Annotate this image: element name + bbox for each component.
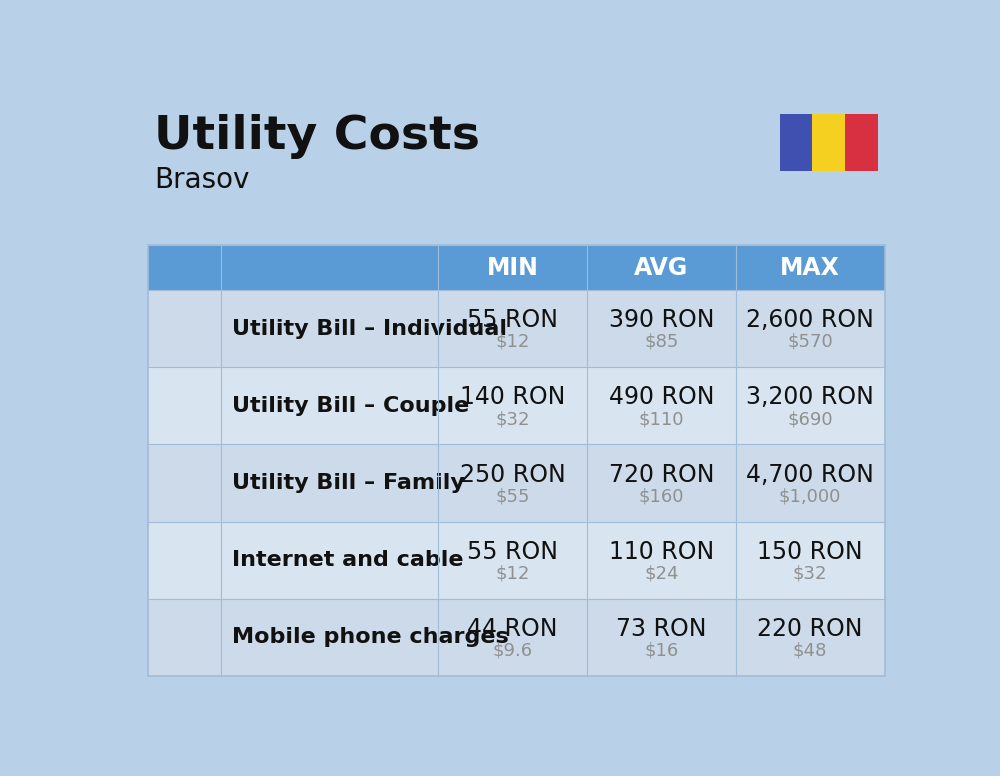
- Text: 150 RON: 150 RON: [757, 539, 863, 563]
- Text: 390 RON: 390 RON: [609, 308, 714, 332]
- Text: 4,700 RON: 4,700 RON: [746, 462, 874, 487]
- Text: $32: $32: [495, 410, 530, 428]
- Text: $55: $55: [495, 487, 530, 505]
- Text: Utility Bill – Couple: Utility Bill – Couple: [232, 396, 470, 416]
- Text: Utility Bill – Individual: Utility Bill – Individual: [232, 319, 507, 339]
- Text: $32: $32: [793, 564, 827, 582]
- Text: $12: $12: [495, 333, 530, 351]
- Bar: [148, 245, 885, 290]
- Bar: [780, 114, 812, 171]
- Text: Brasov: Brasov: [154, 166, 250, 194]
- Text: $9.6: $9.6: [492, 641, 533, 660]
- Text: 44 RON: 44 RON: [467, 617, 558, 641]
- Text: $160: $160: [639, 487, 684, 505]
- Text: $690: $690: [787, 410, 833, 428]
- Text: $570: $570: [787, 333, 833, 351]
- Text: 720 RON: 720 RON: [609, 462, 714, 487]
- Text: $110: $110: [639, 410, 684, 428]
- Text: 490 RON: 490 RON: [609, 386, 714, 410]
- Text: Utility Bill – Family: Utility Bill – Family: [232, 473, 465, 493]
- Text: $48: $48: [793, 641, 827, 660]
- Text: Mobile phone charges: Mobile phone charges: [232, 627, 509, 647]
- Text: 140 RON: 140 RON: [460, 386, 565, 410]
- Text: 250 RON: 250 RON: [460, 462, 565, 487]
- Text: 110 RON: 110 RON: [609, 539, 714, 563]
- Text: 3,200 RON: 3,200 RON: [746, 386, 874, 410]
- Bar: [812, 114, 845, 171]
- Bar: [845, 114, 878, 171]
- Text: 220 RON: 220 RON: [757, 617, 863, 641]
- Text: $85: $85: [644, 333, 679, 351]
- Text: 73 RON: 73 RON: [616, 617, 707, 641]
- Text: $16: $16: [644, 641, 678, 660]
- Text: MIN: MIN: [487, 256, 538, 280]
- Text: Internet and cable: Internet and cable: [232, 550, 464, 570]
- Text: 55 RON: 55 RON: [467, 539, 558, 563]
- Text: Utility Costs: Utility Costs: [154, 114, 480, 159]
- Text: MAX: MAX: [780, 256, 840, 280]
- Text: 2,600 RON: 2,600 RON: [746, 308, 874, 332]
- Text: $1,000: $1,000: [779, 487, 841, 505]
- Text: AVG: AVG: [634, 256, 688, 280]
- Text: $24: $24: [644, 564, 679, 582]
- Text: $12: $12: [495, 564, 530, 582]
- Text: 55 RON: 55 RON: [467, 308, 558, 332]
